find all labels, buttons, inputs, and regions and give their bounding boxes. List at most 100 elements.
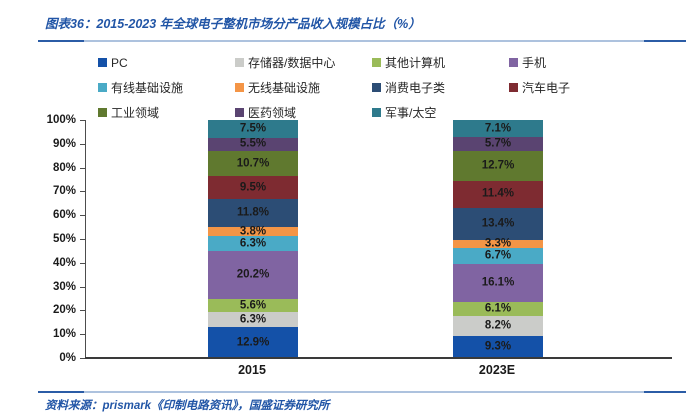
y-tick-mark — [80, 334, 85, 336]
legend-item: 其他计算机 — [372, 54, 509, 71]
segment-value-label: 3.3% — [484, 237, 512, 250]
bar-segment-消费电子类: 13.4% — [453, 207, 543, 240]
bar-segment-军事/太空: 7.5% — [208, 120, 298, 138]
title-rule-middle-segment — [84, 40, 644, 42]
segment-value-label: 9.5% — [239, 181, 267, 194]
title-rule-left-segment — [38, 40, 84, 42]
stacked-bar-2015: 12.9% 6.3% 5.6% 20.2% 6.3% 3.8% 11.8% 9.5% 10.7%… — [208, 120, 298, 358]
legend-swatch-icon — [509, 58, 518, 67]
legend-item: 军事/太空 — [372, 104, 509, 121]
segment-value-label: 7.1% — [484, 122, 512, 134]
legend-item: 医药领域 — [235, 104, 372, 121]
legend-label: 存储器/数据中心 — [248, 56, 336, 70]
bar-segment-其他计算机: 5.6% — [208, 299, 298, 313]
plot-area: 12.9% 6.3% 5.6% 20.2% 6.3% 3.8% 11.8% 9.5% 10.7%… — [85, 120, 673, 358]
bar-segment-其他计算机: 6.1% — [453, 301, 543, 317]
bar-segment-手机: 20.2% — [208, 251, 298, 300]
segment-value-label: 8.2% — [484, 319, 512, 332]
x-axis-line — [85, 357, 672, 359]
segment-value-label: 16.1% — [481, 276, 515, 289]
segment-value-label: 12.7% — [481, 159, 515, 172]
segment-value-label: 12.9% — [236, 336, 270, 349]
segment-value-label: 20.2% — [236, 268, 270, 281]
bar-segment-PC: 9.3% — [453, 335, 543, 358]
legend-swatch-icon — [235, 58, 244, 67]
y-tick-label: 70% — [52, 185, 76, 198]
legend-swatch-icon — [372, 108, 381, 117]
segment-value-label: 11.4% — [482, 187, 514, 200]
y-tick-label: 0% — [59, 352, 76, 364]
bar-segment-医药领域: 5.7% — [453, 136, 543, 151]
legend-item: 汽车电子 — [509, 79, 646, 96]
source-note: 资料来源：prismark《印制电路资讯》，国盛证券研究所 — [45, 400, 330, 412]
y-tick-mark — [80, 167, 85, 169]
bar-segment-消费电子类: 11.8% — [208, 199, 298, 228]
legend-swatch-icon — [235, 108, 244, 117]
legend-label: 其他计算机 — [385, 56, 446, 70]
y-tick-mark — [80, 120, 85, 121]
segment-value-label: 9.3% — [484, 340, 512, 353]
legend: PC 存储器/数据中心 其他计算机 手机有线基础设施 无线基础设施 消费电子类 汽车电子工业… — [98, 54, 646, 121]
legend-label: 手机 — [522, 56, 547, 70]
bar-segment-无线基础设施: 3.8% — [208, 225, 298, 238]
legend-swatch-icon — [98, 108, 107, 117]
segment-value-label: 6.7% — [484, 249, 512, 262]
legend-label: 有线基础设施 — [111, 81, 184, 95]
bar-segment-有线基础设施: 6.7% — [453, 247, 543, 264]
bar-segment-工业领域: 10.7% — [208, 150, 298, 177]
title-rule-right-segment — [644, 40, 686, 42]
legend-swatch-icon — [98, 58, 107, 67]
segment-value-label: 5.6% — [239, 299, 267, 312]
bar-segment-工业领域: 12.7% — [453, 150, 543, 181]
footer-rule-middle-segment — [84, 391, 644, 393]
bar-segment-存储器/数据中心: 8.2% — [453, 316, 543, 336]
bar-segment-军事/太空: 7.1% — [453, 120, 543, 137]
footer-rule-right-segment — [644, 391, 686, 393]
legend-label: 汽车电子 — [522, 81, 571, 95]
y-tick-label: 90% — [52, 137, 76, 150]
legend-item: 有线基础设施 — [98, 79, 235, 96]
bar-segment-汽车电子: 9.5% — [208, 176, 298, 199]
segment-value-label: 5.7% — [484, 137, 512, 150]
stacked-bar-2023E: 9.3% 8.2% 6.1% 16.1% 6.7% 3.3% 13.4% 11.4% 12.7%… — [453, 120, 543, 358]
legend-label: 医药领域 — [248, 106, 297, 120]
figure-title: 图表36：2015-2023 年全球电子整机市场分产品收入规模占比（%） — [45, 17, 421, 31]
legend-label: PC — [111, 55, 128, 70]
bar-segment-PC: 12.9% — [208, 327, 298, 358]
title-rule — [38, 40, 686, 42]
legend-swatch-icon — [235, 83, 244, 92]
x-axis-label: 2015 — [238, 363, 266, 377]
legend-item: 无线基础设施 — [235, 79, 372, 96]
segment-value-label: 3.8% — [239, 225, 267, 238]
segment-value-label: 7.5% — [239, 122, 267, 135]
legend-label: 工业领域 — [111, 106, 160, 120]
y-tick-label: 10% — [52, 328, 76, 341]
legend-item: 存储器/数据中心 — [235, 54, 372, 71]
y-tick-mark — [80, 310, 85, 312]
y-tick-label: 20% — [52, 304, 76, 317]
footer-rule-left-segment — [38, 391, 84, 393]
y-tick-label: 100% — [46, 114, 76, 126]
legend-item: 手机 — [509, 54, 646, 71]
legend-label: 无线基础设施 — [248, 81, 321, 95]
footer-rule — [38, 391, 686, 393]
bar-segment-医药领域: 5.5% — [208, 137, 298, 151]
segment-value-label: 6.1% — [484, 302, 512, 315]
segment-value-label: 5.5% — [239, 137, 267, 150]
y-tick-label: 50% — [52, 233, 76, 245]
segment-value-label: 6.3% — [239, 237, 267, 250]
legend-item: 消费电子类 — [372, 79, 509, 96]
y-tick-label: 40% — [52, 256, 76, 269]
y-tick-mark — [80, 358, 85, 359]
bar-segment-手机: 16.1% — [453, 263, 543, 302]
y-tick-label: 30% — [52, 280, 76, 293]
segment-value-label: 11.8% — [237, 206, 269, 219]
y-tick-label: 80% — [52, 161, 76, 174]
bar-segment-存储器/数据中心: 6.3% — [208, 312, 298, 328]
legend-label: 军事/太空 — [385, 106, 437, 120]
y-tick-label: 60% — [52, 209, 76, 222]
legend-swatch-icon — [372, 83, 381, 92]
legend-swatch-icon — [98, 83, 107, 92]
y-tick-mark — [80, 143, 85, 145]
